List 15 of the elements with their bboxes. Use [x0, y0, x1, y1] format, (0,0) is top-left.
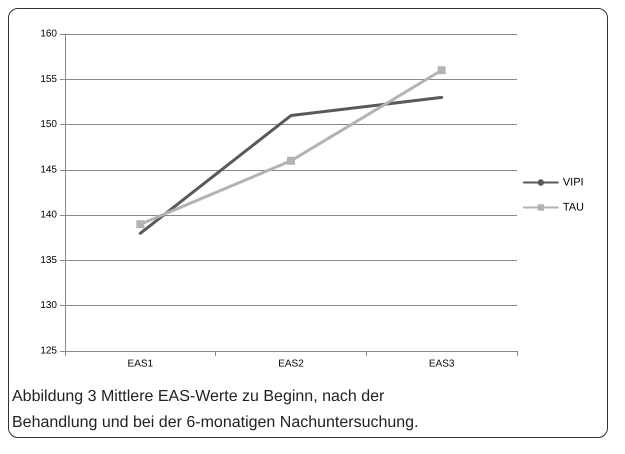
- card-outline: 125 130 135 140 145 150 155 160 EAS1 EAS2 EAS3 VIPI TAU Abbildung 3 Mittlere EAS-Werte zu Beginn, nach der Behandlung und bei der 6-monatigen Nachuntersuchung.: [8, 8, 608, 438]
- x-tick-label: EAS3: [428, 358, 455, 370]
- x-tick-label: EAS2: [278, 358, 304, 370]
- legend-label: TAU: [562, 202, 584, 214]
- x-tick-label: EAS1: [128, 358, 154, 370]
- y-tick-label: 130: [40, 300, 58, 312]
- y-tick-label: 150: [40, 119, 58, 130]
- y-tick-label: 135: [40, 254, 58, 266]
- text: Abbildung 3 Mittlere EAS-Werte zu Beginn, nach der Behandlung und bei der 6-monatigen Nachuntersuchung.: [12, 387, 420, 433]
- y-tick-label: 160: [40, 28, 58, 40]
- y-tick-label: 145: [40, 164, 58, 176]
- legend-label: VIPI: [562, 176, 584, 188]
- y-tick-label: 140: [40, 210, 58, 221]
- y-tick-label: 155: [40, 74, 58, 85]
- y-tick-label: 125: [40, 346, 58, 356]
